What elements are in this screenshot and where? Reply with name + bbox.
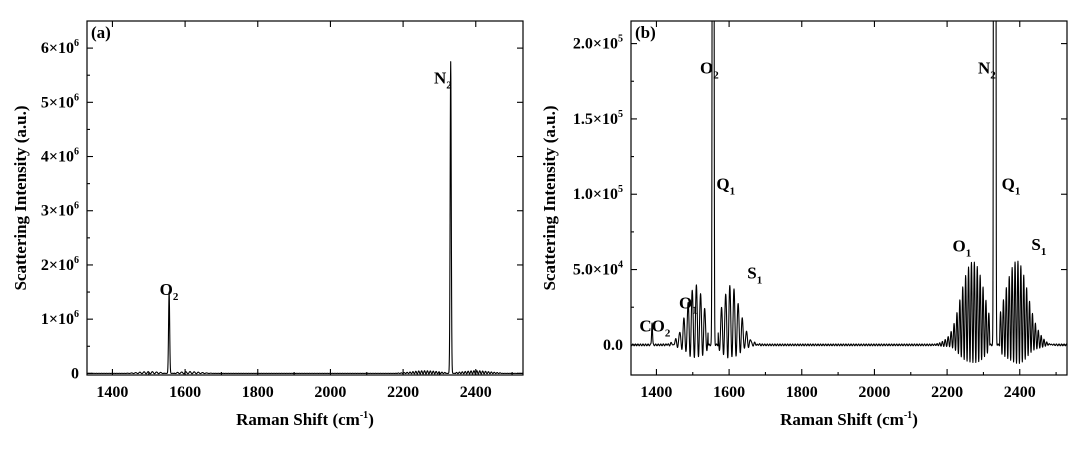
y-tick-label-a: 3×106 [41,201,79,220]
peak-annotation-b: N2 [978,59,996,82]
panel-a-chart: 1400 1600 1800 2000 2200 2400 0 1×106 2×106 3×106… [11,20,524,429]
peak-annotation-b: Q1 [1002,175,1021,198]
x-tick-label-a: 2000 [314,384,346,401]
x-tick-label-b: 2400 [1004,384,1036,401]
y-tick-label-a: 0 [71,365,79,382]
x-axis-title-a: Raman Shift (cm-1) [236,410,374,429]
y-tick-label-b: 1.0×105 [573,184,623,203]
peak-annotation-b: CO2 [639,316,671,339]
y-tick-label-b: 0.0 [603,337,623,354]
peak-annotation-b: O1 [679,294,698,317]
y-tick-label-a: 4×106 [41,147,79,166]
peak-annotation-b: O2 [700,59,719,82]
x-tick-label-a: 1800 [242,384,274,401]
x-tick-label-b: 1400 [640,384,672,401]
y-tick-label-a: 2×106 [41,255,79,274]
panel-b-chart: 1400 1600 1800 2000 2200 2400 0.0 5.0×104 1.0×10… [540,20,1068,429]
y-tick-label-b: 2.0×105 [573,34,623,53]
x-tick-label-b: 1600 [713,384,745,401]
y-tick-label-b: 5.0×104 [573,260,623,279]
x-tick-label-a: 1400 [96,384,128,401]
x-tick-label-a: 2200 [387,384,419,401]
y-axis-title-b: Scattering Intensity (a.u.) [540,105,559,290]
spectrum-series-a [87,61,523,375]
panel-label-b: (b) [635,23,656,42]
plot-frame-a [86,20,524,376]
peak-annotation-b: S1 [1031,235,1046,258]
x-tick-label-b: 1800 [786,384,818,401]
y-tick-label-a: 5×106 [41,92,79,111]
x-axis-title-b: Raman Shift (cm-1) [780,410,918,429]
x-tick-label-a: 1600 [169,384,201,401]
y-tick-label-b: 1.5×105 [573,109,623,128]
peak-annotation-b: O1 [953,236,972,259]
peak-annotation-b: Q1 [716,175,735,198]
peak-annotation-b: S1 [747,264,762,287]
y-tick-label-a: 6×106 [41,38,79,57]
y-tick-label-a: 1×106 [41,309,79,328]
spectrum-series-b [631,21,1067,364]
plot-frame-b [630,20,1068,376]
y-axis-title-a: Scattering Intensity (a.u.) [11,105,30,290]
panel-label-a: (a) [91,23,111,42]
x-tick-label-b: 2000 [858,384,890,401]
x-tick-label-a: 2400 [460,384,492,401]
peak-annotation-a: O2 [160,280,179,303]
peak-annotation-a: N2 [434,68,452,91]
x-tick-label-b: 2200 [931,384,963,401]
